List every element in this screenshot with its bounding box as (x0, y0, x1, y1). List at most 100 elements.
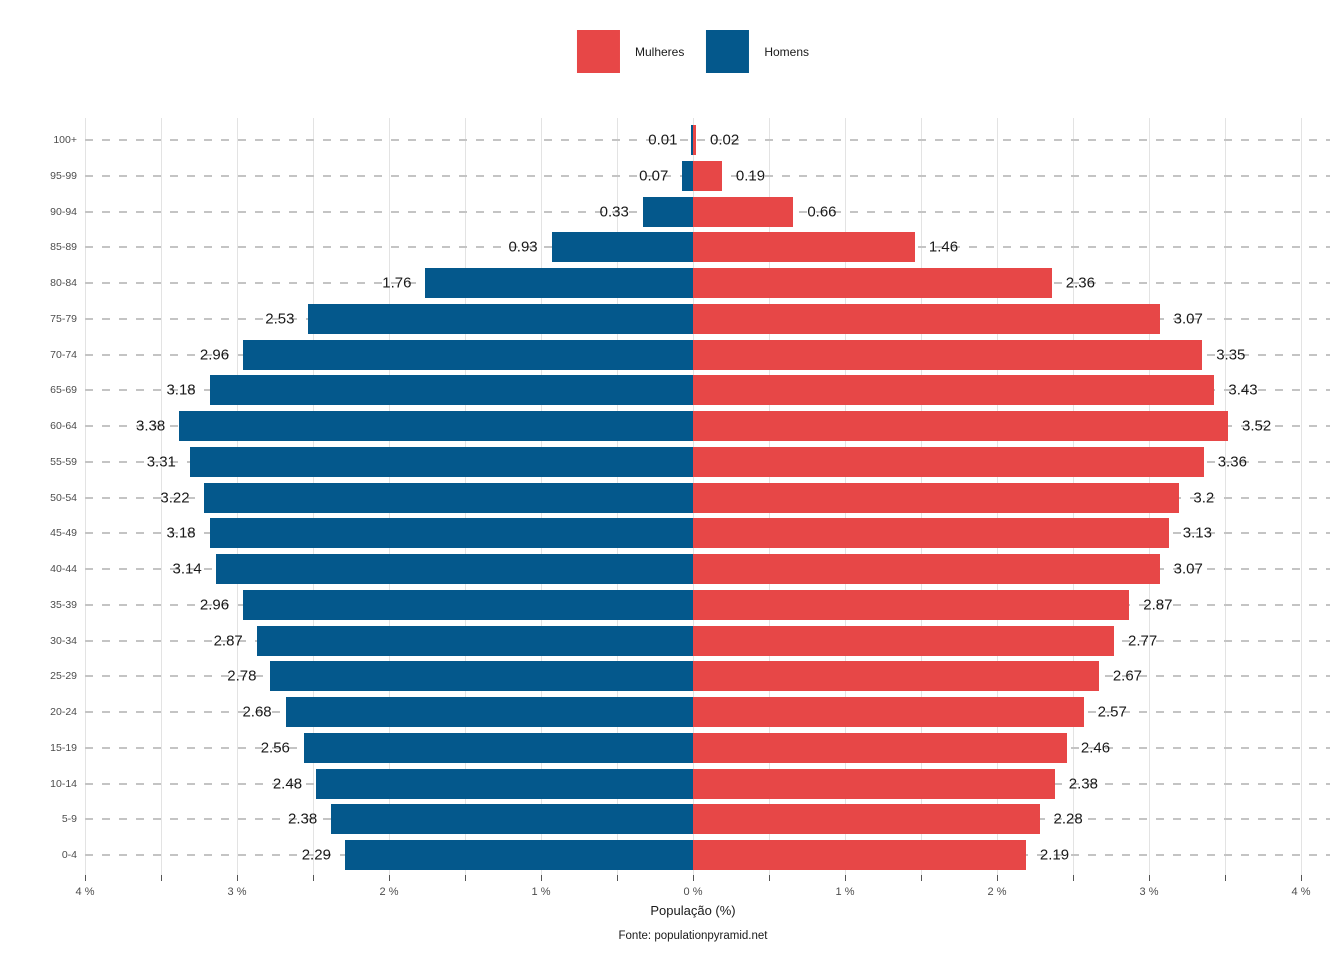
bar-homens-55-59 (189, 446, 693, 477)
value-label-homens-70-74: 2.96 (199, 346, 230, 363)
value-label-homens-5-9: 2.38 (288, 810, 318, 828)
bar-mulheres-70-74 (693, 339, 1203, 370)
value-label-homens-10-14: 2.48 (272, 775, 303, 792)
value-label-mulheres-50-54: 3.2 (1193, 489, 1215, 506)
bar-mulheres-85-89 (693, 232, 915, 263)
y-axis-label-20-24: 20-24 (50, 706, 77, 718)
plot-panel: 0.01 0.02 0.07 0.19 0.33 0.66 0.93 1.46 1.76 2.36… (85, 118, 1330, 875)
bar-mulheres-15-19 (693, 732, 1067, 763)
bar-mulheres-25-29 (693, 661, 1099, 692)
y-axis-label-35-39: 35-39 (50, 598, 77, 611)
y-axis-label-65-69: 65-69 (50, 384, 77, 397)
value-label-homens-0-4: 2.29 (301, 846, 331, 864)
bar-homens-40-44 (215, 554, 693, 584)
value-label-homens-60-64: 3.38 (136, 417, 166, 435)
value-label-homens-85-89: 0.93 (508, 238, 538, 256)
value-label-homens-30-34: 2.87 (213, 632, 243, 649)
value-label-mulheres-85-89: 1.46 (928, 238, 959, 256)
bar-mulheres-75-79 (693, 303, 1160, 334)
x-axis-tick (237, 875, 238, 881)
x-axis-label: 3 % (1139, 886, 1159, 898)
bar-homens-15-19 (303, 732, 693, 763)
y-axis-label-5-9: 5-9 (61, 813, 77, 826)
value-label-mulheres-20-24: 2.57 (1097, 703, 1127, 721)
value-label-homens-75-79: 2.53 (265, 310, 295, 328)
legend-item-mulheres: Mulheres (576, 30, 684, 73)
value-label-mulheres-60-64: 3.52 (1242, 417, 1272, 435)
bar-homens-60-64 (179, 411, 693, 441)
bar-homens-10-14 (316, 768, 693, 799)
x-axis-label: 1 % (835, 886, 855, 898)
x-axis-tick (1073, 875, 1074, 881)
x-axis-tick (1225, 875, 1226, 881)
x-axis-tick (997, 875, 998, 881)
value-label-mulheres-45-49: 3.13 (1182, 524, 1212, 542)
y-axis-label-45-49: 45-49 (50, 527, 77, 540)
bar-mulheres-5-9 (693, 804, 1040, 835)
x-axis-label: 0 % (683, 886, 703, 898)
value-label-mulheres-80-84: 2.36 (1065, 274, 1095, 292)
y-axis-label-60-64: 60-64 (50, 420, 77, 432)
x-axis-title: População (%) (650, 903, 736, 918)
y-axis-label-100+: 100+ (53, 134, 77, 146)
bar-mulheres-60-64 (693, 411, 1229, 441)
x-axis-tick (85, 875, 86, 881)
y-axis-label-40-44: 40-44 (50, 563, 77, 575)
value-label-homens-55-59: 3.31 (146, 453, 176, 471)
bar-mulheres-50-54 (693, 482, 1180, 513)
value-label-mulheres-65-69: 3.43 (1228, 381, 1258, 399)
y-axis-label-85-89: 85-89 (50, 241, 77, 254)
value-label-mulheres-90-94: 0.66 (807, 203, 837, 220)
x-axis-tick (389, 875, 390, 881)
value-label-homens-20-24: 2.68 (242, 703, 272, 721)
value-label-mulheres-75-79: 3.07 (1173, 310, 1203, 328)
x-axis-tick (1301, 875, 1302, 881)
value-label-mulheres-70-74: 3.35 (1216, 346, 1246, 363)
y-axis-label-10-14: 10-14 (50, 777, 77, 790)
bar-homens-100+ (691, 125, 693, 155)
x-axis-tick (541, 875, 542, 881)
y-axis-label-0-4: 0-4 (61, 849, 77, 861)
x-axis-label: 4 % (1291, 886, 1311, 898)
y-axis-label-25-29: 25-29 (50, 670, 77, 683)
x-axis-label: 2 % (987, 886, 1007, 898)
bar-mulheres-45-49 (693, 518, 1169, 549)
value-label-mulheres-10-14: 2.38 (1068, 775, 1098, 792)
y-axis-label-15-19: 15-19 (50, 741, 77, 754)
value-label-homens-95-99: 0.07 (639, 167, 669, 185)
bar-mulheres-10-14 (693, 768, 1055, 799)
value-label-mulheres-25-29: 2.67 (1112, 667, 1143, 685)
y-axis-label-80-84: 80-84 (50, 277, 77, 289)
x-axis-label: 3 % (227, 886, 247, 898)
value-label-mulheres-15-19: 2.46 (1080, 739, 1111, 757)
value-label-homens-90-94: 0.33 (599, 203, 629, 220)
bar-mulheres-80-84 (693, 268, 1052, 298)
value-label-homens-65-69: 3.18 (166, 381, 196, 399)
bar-homens-90-94 (642, 196, 693, 227)
bar-homens-85-89 (551, 232, 693, 263)
mulheres-color-swatch (576, 30, 620, 73)
bar-homens-70-74 (243, 339, 693, 370)
bar-homens-30-34 (256, 625, 693, 656)
x-axis-label: 1 % (531, 886, 551, 898)
bar-homens-20-24 (285, 697, 693, 727)
x-axis-tick (313, 875, 314, 881)
value-label-mulheres-40-44: 3.07 (1173, 560, 1203, 578)
bar-mulheres-95-99 (693, 160, 722, 191)
value-label-homens-35-39: 2.96 (199, 596, 230, 614)
value-label-mulheres-30-34: 2.77 (1128, 632, 1158, 649)
value-label-homens-80-84: 1.76 (382, 274, 412, 292)
y-axis-label-30-34: 30-34 (50, 634, 77, 647)
legend-item-homens: Homens (706, 30, 809, 73)
value-label-mulheres-100+: 0.02 (710, 131, 740, 149)
bar-homens-5-9 (331, 804, 693, 835)
value-label-mulheres-0-4: 2.19 (1039, 846, 1070, 864)
value-label-homens-40-44: 3.14 (172, 560, 202, 578)
bar-homens-80-84 (425, 268, 693, 298)
x-axis-tick (693, 875, 694, 881)
legend-label-homens: Homens (764, 44, 810, 59)
legend: Mulheres Homens (576, 30, 809, 73)
bar-mulheres-30-34 (693, 625, 1115, 656)
x-axis-tick (161, 875, 162, 881)
value-label-homens-45-49: 3.18 (166, 524, 196, 542)
